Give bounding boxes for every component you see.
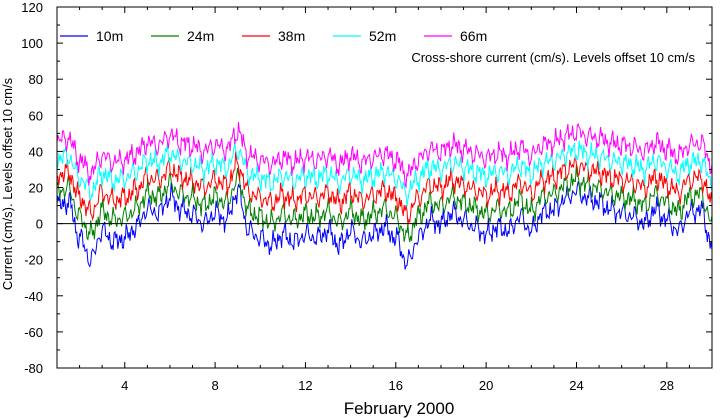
y-tick-label: 0 [36, 217, 43, 232]
x-tick-label: 20 [479, 378, 493, 393]
y-tick-label: 60 [29, 108, 43, 123]
series-line-66m [57, 122, 712, 189]
y-tick-label: 80 [29, 72, 43, 87]
y-axis-label: Current (cm/s). Levels offset 10 cm/s [0, 77, 15, 290]
y-axis: -80 -60 -40 -20 0 20 40 60 80 100 120 [21, 0, 712, 376]
legend: 10m 24m 38m 52m 66m [60, 28, 487, 44]
y-tick-label: 120 [21, 0, 43, 15]
series-layer [57, 122, 712, 270]
x-tick-label: 24 [569, 378, 583, 393]
series-line-52m [57, 140, 712, 207]
legend-label-52m: 52m [369, 28, 396, 44]
y-tick-label: 20 [29, 181, 43, 196]
y-tick-label: -60 [24, 325, 43, 340]
series-line-24m [57, 165, 712, 242]
y-tick-label: -40 [24, 289, 43, 304]
x-tick-label: 16 [389, 378, 403, 393]
y-tick-label: -20 [24, 253, 43, 268]
chart-annotation: Cross-shore current (cm/s). Levels offse… [411, 50, 695, 65]
x-tick-label: 4 [121, 378, 128, 393]
x-tick-label: 28 [660, 378, 674, 393]
x-tick-label: 12 [298, 378, 312, 393]
legend-label-38m: 38m [278, 28, 305, 44]
y-tick-label: 100 [21, 36, 43, 51]
legend-label-66m: 66m [460, 28, 487, 44]
legend-label-24m: 24m [187, 28, 214, 44]
legend-label-10m: 10m [96, 28, 123, 44]
y-tick-label: 40 [29, 144, 43, 159]
x-tick-label: 8 [211, 378, 218, 393]
y-tick-label: -80 [24, 361, 43, 376]
series-line-10m [57, 181, 712, 270]
x-axis-label: February 2000 [344, 399, 455, 418]
x-axis: 4 8 12 16 20 24 28 [56, 7, 713, 393]
